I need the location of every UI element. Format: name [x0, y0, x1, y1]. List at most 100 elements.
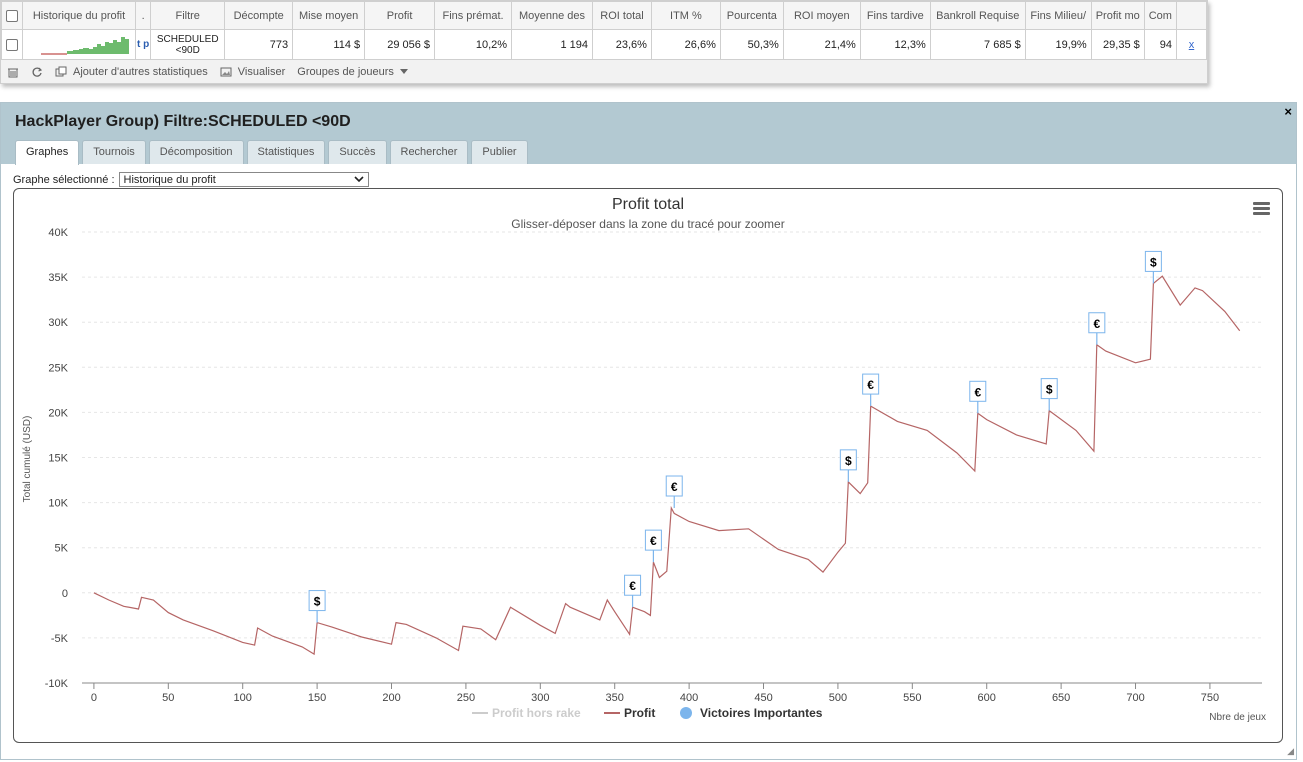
col-header[interactable]: Profit mo	[1090, 1, 1145, 30]
window-title-bar[interactable]: HackPlayer Group) Filtre:SCHEDULED <90D …	[1, 103, 1296, 165]
tab-tournois[interactable]: Tournois	[82, 140, 146, 164]
col-header[interactable]: ITM %	[650, 1, 721, 30]
y-tick-label: 15K	[48, 453, 68, 465]
tab-decomposition[interactable]: Décomposition	[148, 140, 244, 164]
flag-label: $	[1150, 255, 1157, 269]
y-tick-label: 10K	[48, 498, 68, 510]
x-tick-label: 50	[162, 692, 174, 704]
legend-item[interactable]: Victoires Importantes	[680, 706, 823, 720]
flag-label: €	[650, 534, 657, 548]
chart-menu-button[interactable]	[1248, 199, 1272, 219]
graph-select[interactable]: Historique du profit	[118, 172, 369, 187]
mid-finishes-cell: 19,9%	[1024, 29, 1092, 60]
avg-field-cell: 1 194	[511, 29, 593, 60]
col-header[interactable]: Pourcenta	[719, 1, 784, 30]
flag-box	[624, 574, 642, 596]
y-tick-label: 25K	[48, 362, 68, 374]
legend-label: Profit hors rake	[492, 706, 581, 720]
col-header[interactable]: Fins Milieu/	[1024, 1, 1092, 30]
big-win-flag: €	[1088, 312, 1106, 345]
itm-cell: 26,6%	[650, 29, 721, 60]
y-tick-label: 40K	[48, 227, 68, 239]
com-cell: 94	[1143, 29, 1177, 60]
legend-item[interactable]: Profit hors rake	[472, 706, 581, 720]
graph-select-value: Historique du profit	[123, 173, 216, 186]
profit-chart[interactable]: 40K 35K 30K 25K 20K 15K 10K 5K 0 -5K -10K 0 50 100 150…	[14, 189, 1282, 742]
col-header[interactable]: Filtre	[150, 1, 226, 30]
select-all-cell[interactable]	[1, 1, 23, 30]
graph-select-label: Graphe sélectionné :	[13, 173, 115, 186]
refresh-button[interactable]	[31, 66, 43, 78]
profit-avg-cell: 29,35 $	[1090, 29, 1145, 60]
player-groups-dropdown[interactable]: Groupes de joueurs	[297, 66, 408, 78]
stats-toolbar: Ajouter d'autres statistiques Visualiser…	[7, 63, 414, 81]
close-icon[interactable]: ×	[1284, 104, 1292, 119]
remove-row-link[interactable]: x	[1188, 38, 1195, 51]
big-win-flag: $	[308, 590, 326, 623]
row-marker[interactable]: t p	[134, 29, 152, 60]
remove-row-cell[interactable]: x	[1175, 29, 1208, 60]
row-select-cell[interactable]	[1, 29, 23, 60]
big-win-flag: $	[839, 449, 857, 482]
roi-total-cell: 23,6%	[592, 29, 652, 60]
col-header[interactable]: ROI moyen	[782, 1, 861, 30]
col-header[interactable]: Historique du profit	[22, 1, 136, 30]
x-tick-label: 600	[978, 692, 996, 704]
col-header[interactable]: Bankroll Requise	[929, 1, 1026, 30]
add-stats-button[interactable]: Ajouter d'autres statistiques	[55, 66, 208, 78]
tab-graphes[interactable]: Graphes	[15, 140, 80, 165]
x-tick-label: 250	[457, 692, 475, 704]
col-header[interactable]: .	[134, 1, 152, 30]
flag-label: $	[845, 454, 852, 468]
col-header-blank	[1175, 1, 1208, 30]
row-checkbox[interactable]	[6, 38, 18, 51]
col-header[interactable]: Fins prémat.	[434, 1, 513, 30]
tab-publier[interactable]: Publier	[471, 140, 528, 164]
marker-layer: $ € € € $ € € $ € $	[308, 250, 1162, 623]
flag-box	[862, 373, 880, 395]
delete-button[interactable]	[7, 66, 19, 78]
table-row[interactable]: t p SCHEDULED <90D 773 114 $ 29 056 $ 10…	[1, 29, 1208, 60]
grid-layer	[82, 231, 1262, 684]
flag-box	[665, 475, 683, 497]
flag-box	[308, 590, 326, 612]
menu-icon-bar	[1253, 207, 1270, 210]
flag-box	[644, 529, 662, 551]
tab-statistiques[interactable]: Statistiques	[246, 140, 326, 164]
flag-box	[839, 449, 857, 471]
count-cell: 773	[224, 29, 294, 60]
col-header[interactable]: Moyenne des	[511, 1, 593, 30]
resize-grip-icon[interactable]: ◢	[1287, 746, 1294, 756]
col-header[interactable]: ROI total	[592, 1, 652, 30]
tab-rechercher[interactable]: Rechercher	[389, 140, 469, 164]
flag-label: €	[974, 385, 981, 399]
x-tick-label: 750	[1201, 692, 1219, 704]
early-finishes-cell: 10,2%	[434, 29, 513, 60]
x-tick-label: 700	[1126, 692, 1144, 704]
percent-cell: 50,3%	[719, 29, 784, 60]
tab-succes[interactable]: Succès	[328, 140, 387, 164]
col-header[interactable]: Mise moyen	[292, 1, 366, 30]
x-tick-label: 450	[754, 692, 772, 704]
big-win-flag: $	[1144, 250, 1162, 284]
filter-cell: SCHEDULED <90D	[150, 29, 226, 60]
col-header[interactable]: Com	[1143, 1, 1177, 30]
add-columns-icon	[55, 66, 67, 77]
chart-subtitle: Glisser-déposer dans la zone du tracé po…	[511, 217, 784, 231]
stats-table: Historique du profit . Filtre Décompte M…	[1, 1, 1208, 60]
x-tick-label: 0	[91, 692, 97, 704]
flag-label: $	[314, 595, 321, 609]
col-header[interactable]: Profit	[364, 1, 436, 30]
visualize-button[interactable]: Visualiser	[220, 66, 285, 78]
legend-item[interactable]: Profit	[604, 706, 655, 720]
y-tick-label: 5K	[55, 543, 69, 555]
y-tick-label: -5K	[51, 633, 69, 645]
col-header[interactable]: Fins tardive	[859, 1, 931, 30]
col-header[interactable]: Décompte	[224, 1, 294, 30]
select-all-checkbox[interactable]	[6, 9, 18, 22]
flag-label: €	[1093, 317, 1100, 331]
x-tick-label: 150	[308, 692, 326, 704]
chart-legend: Profit hors rake Profit Victoires Importan…	[472, 706, 823, 720]
flag-box	[969, 380, 987, 402]
big-win-flag: €	[665, 475, 683, 509]
